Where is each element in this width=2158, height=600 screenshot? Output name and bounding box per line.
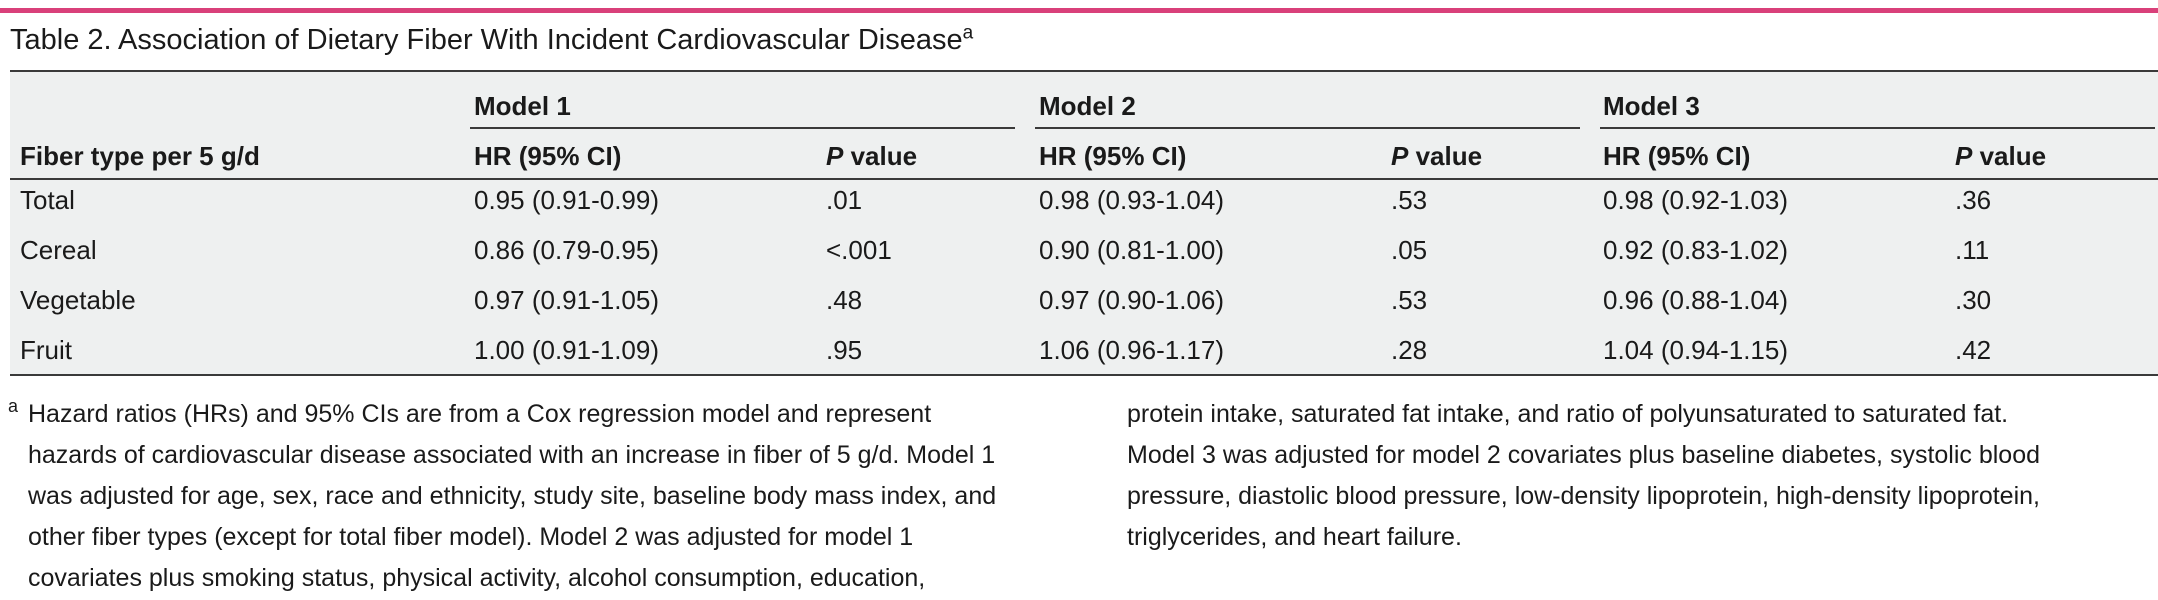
row-label-cereal: Cereal (20, 235, 97, 265)
table-cell: .53 (1391, 285, 1428, 315)
table-cell: .42 (1955, 335, 1992, 365)
table-cell: .95 (826, 335, 863, 365)
table-cell: .05 (1391, 235, 1428, 265)
table-cell: .11 (1955, 235, 1990, 265)
table-cell: .28 (1391, 335, 1428, 365)
table-cell: 0.97 (0.91-1.05) (474, 285, 660, 315)
table-cell: <.001 (826, 235, 892, 265)
row-label-total: Total (20, 185, 75, 215)
model-3-p-header: P value (1955, 141, 2047, 171)
footnote-line: Hazard ratios (HRs) and 95% CIs are from… (28, 400, 932, 428)
table-cell: 0.86 (0.79-0.95) (474, 235, 660, 265)
fiber-type-header: Fiber type per 5 g/d (20, 141, 260, 171)
table-cell: .01 (826, 185, 863, 215)
model-2-p-header: P value (1391, 141, 1483, 171)
table-cell: .30 (1955, 285, 1992, 315)
model-3-hr-header: HR (95% CI) (1603, 141, 1751, 171)
row-label-fruit: Fruit (20, 335, 72, 365)
table-body (10, 70, 2158, 375)
model-1-header: Model 1 (474, 91, 571, 121)
footnote-line: pressure, diastolic blood pressure, low-… (1127, 482, 2040, 510)
footnote-line: hazards of cardiovascular disease associ… (28, 441, 996, 469)
footnote-line: triglycerides, and heart failure. (1127, 523, 1462, 551)
table-cell: 0.98 (0.92-1.03) (1603, 185, 1789, 215)
model-1-p-header: P value (826, 141, 918, 171)
table-cell: .53 (1391, 185, 1428, 215)
table-cell: 0.97 (0.90-1.06) (1039, 285, 1225, 315)
table-title-text: Table 2. Association of Dietary Fiber Wi… (10, 24, 963, 56)
footnote-line: Model 3 was adjusted for model 2 covaria… (1127, 441, 2041, 469)
footnote-mark: a (8, 396, 19, 416)
model-3-header: Model 3 (1603, 91, 1700, 121)
table-cell: 1.06 (0.96-1.17) (1039, 335, 1225, 365)
footnote-line: covariates plus smoking status, physical… (28, 564, 926, 592)
footnote-line: was adjusted for age, sex, race and ethn… (28, 482, 997, 510)
table-cell: .36 (1955, 185, 1992, 215)
table-cell: 0.90 (0.81-1.00) (1039, 235, 1225, 265)
title-footnote-mark: a (962, 22, 974, 44)
header-bottom-rule (10, 178, 2158, 180)
row-label-vegetable: Vegetable (20, 285, 136, 315)
footnote-left-column: Hazard ratios (HRs) and 95% CIs are from… (28, 394, 1088, 599)
table-cell: 0.98 (0.93-1.04) (1039, 185, 1225, 215)
footnote-right-column: protein intake, saturated fat intake, an… (1127, 394, 2147, 558)
model-2-underline (1035, 127, 1580, 129)
model-1-hr-header: HR (95% CI) (474, 141, 622, 171)
table-cell: 0.95 (0.91-0.99) (474, 185, 660, 215)
footnote-line: other fiber types (except for total fibe… (28, 523, 914, 551)
footnote-line: protein intake, saturated fat intake, an… (1127, 400, 2009, 428)
model-1-underline (470, 127, 1015, 129)
table-bottom-rule (10, 374, 2158, 376)
table-top-rule (10, 70, 2158, 72)
table-cell: 0.92 (0.83-1.02) (1603, 235, 1789, 265)
table-cell: 1.04 (0.94-1.15) (1603, 335, 1789, 365)
top-accent-rule (0, 8, 2158, 13)
table-cell: 1.00 (0.91-1.09) (474, 335, 660, 365)
model-2-hr-header: HR (95% CI) (1039, 141, 1187, 171)
model-3-underline (1600, 127, 2155, 129)
table-cell: 0.96 (0.88-1.04) (1603, 285, 1789, 315)
model-2-header: Model 2 (1039, 91, 1136, 121)
table-cell: .48 (826, 285, 863, 315)
table-title: Table 2. Association of Dietary Fiber Wi… (10, 22, 973, 58)
